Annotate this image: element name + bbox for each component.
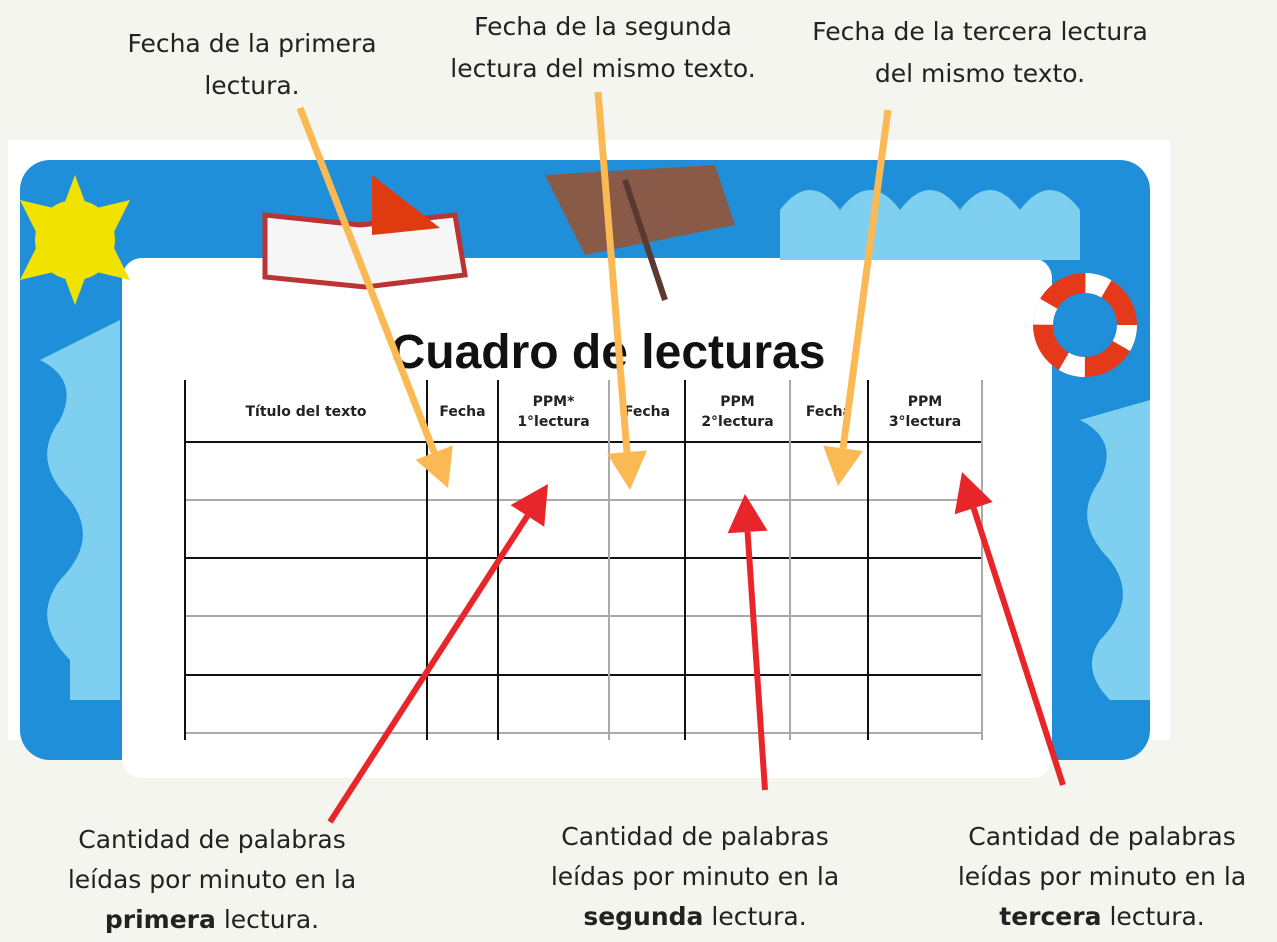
top-note: Fecha de la segunda (474, 12, 732, 41)
header-label: 2°lectura (701, 414, 773, 430)
bottom-note-last: primera lectura. (105, 905, 319, 934)
arrow-head (727, 494, 768, 534)
bottom-note: Cantidad de palabras (561, 822, 829, 851)
header-label: Fecha (806, 404, 852, 420)
note-rest: lectura. (224, 905, 319, 934)
header-label: Fecha (624, 404, 670, 420)
top-note: del mismo texto. (875, 59, 1085, 88)
note-rest: lectura. (1109, 902, 1204, 931)
header-label: 3°lectura (889, 414, 961, 430)
worksheet-image (8, 140, 1170, 778)
annotations: Fecha de la primera lectura. Fecha de la s… (68, 12, 1246, 934)
top-note: Fecha de la tercera lectura (812, 17, 1148, 46)
arrow-head (607, 450, 647, 490)
bottom-note-last: segunda lectura. (583, 902, 806, 931)
bottom-note: Cantidad de palabras (78, 825, 346, 854)
header-label: PPM* (533, 394, 575, 410)
header-label: PPM (908, 394, 942, 410)
arrow-shaft (296, 106, 438, 454)
bottom-note: leídas por minuto en la (551, 862, 839, 891)
arrow-head (823, 445, 863, 486)
arrow-shaft (744, 531, 768, 791)
header-label: Fecha (439, 404, 485, 420)
arrow-head (954, 472, 993, 515)
arrow-shaft (594, 91, 631, 453)
top-note: lectura del mismo texto. (450, 54, 755, 83)
header-label: PPM (720, 394, 754, 410)
arrow-head (510, 484, 548, 527)
table-title: Cuadro de lecturas (391, 326, 826, 379)
arrow-shaft (970, 507, 1066, 786)
bottom-note: Cantidad de palabras (968, 822, 1236, 851)
note-rest: lectura. (711, 902, 806, 931)
arrows (296, 91, 1066, 824)
bold-word: primera (105, 905, 216, 934)
bottom-note: leídas por minuto en la (958, 862, 1246, 891)
arrow-shaft (839, 109, 892, 449)
bold-word: segunda (583, 902, 703, 931)
header-label: Título del texto (245, 404, 366, 420)
table: Título del texto Fecha PPM* 1°lectura Fecha P… (184, 380, 983, 740)
top-note: Fecha de la primera (127, 29, 376, 58)
top-note: lectura. (204, 71, 299, 100)
bottom-note: leídas por minuto en la (68, 865, 356, 894)
arrow-shaft (327, 514, 530, 824)
bottom-note-last: tercera lectura. (999, 902, 1204, 931)
bold-word: tercera (999, 902, 1101, 931)
header-label: 1°lectura (517, 414, 589, 430)
arrow-head (415, 445, 453, 488)
